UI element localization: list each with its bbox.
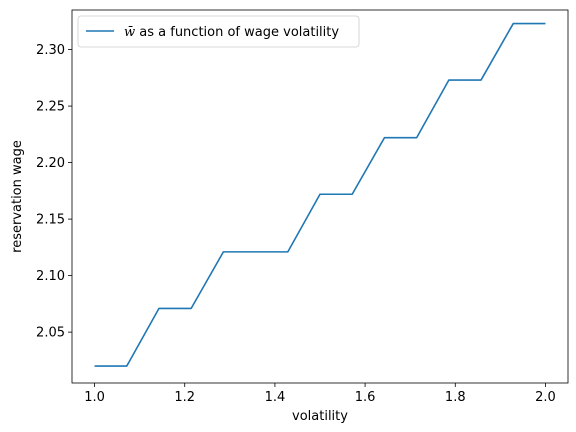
- series-layer: [94, 22, 546, 367]
- x-tick-label: 1.2: [174, 390, 195, 405]
- y-axis-ticks: 2.05 2.10 2.15 2.20 2.25 2.30: [36, 43, 72, 341]
- x-axis-ticks: 1.0 1.2 1.4 1.6 1.8 2.0: [84, 383, 556, 405]
- x-tick-label: 2.0: [535, 390, 556, 405]
- y-tick-label: 2.20: [36, 156, 65, 171]
- y-tick-label: 2.10: [36, 269, 65, 284]
- legend: w̄ as a function of wage volatility: [77, 15, 360, 48]
- x-tick-label: 1.4: [265, 390, 286, 405]
- y-axis-label: reservation wage: [10, 140, 25, 253]
- y-tick-label: 2.30: [36, 43, 65, 58]
- series-line: [94, 22, 546, 367]
- y-tick-label: 2.05: [36, 326, 65, 341]
- legend-entry-label: w̄ as a function of wage volatility: [124, 25, 339, 40]
- legend-entry-text: as a function of wage volatility: [135, 25, 339, 40]
- legend-entry-symbol: w̄: [124, 25, 135, 40]
- x-tick-label: 1.8: [445, 390, 466, 405]
- y-tick-label: 2.25: [36, 100, 65, 115]
- plot-background: [72, 10, 568, 383]
- x-tick-label: 1.6: [355, 390, 376, 405]
- x-axis-label: volatility: [292, 409, 348, 424]
- legend-box: [77, 15, 360, 48]
- y-tick-label: 2.15: [36, 213, 65, 228]
- x-tick-label: 1.0: [84, 390, 105, 405]
- plot-frame: [71, 9, 569, 384]
